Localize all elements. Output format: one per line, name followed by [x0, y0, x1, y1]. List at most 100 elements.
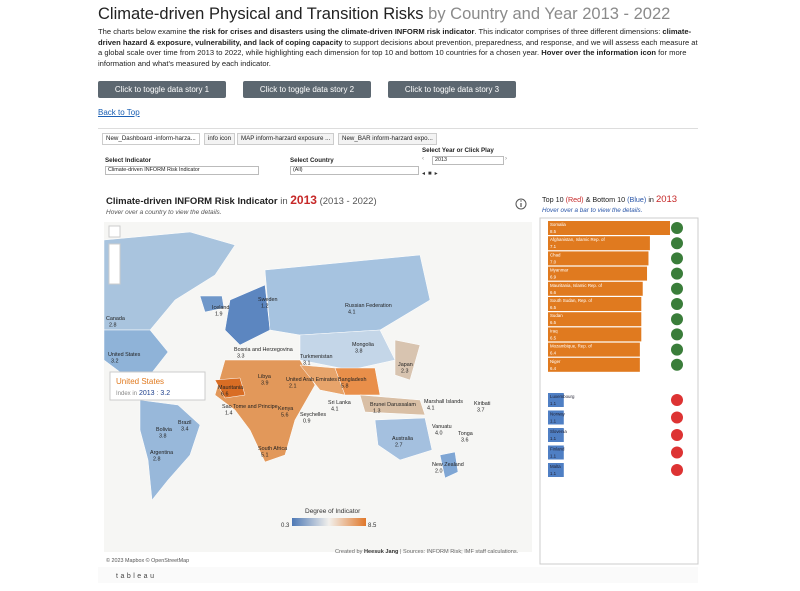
map-controls[interactable] [108, 225, 121, 285]
bar-value: 1.1 [550, 401, 557, 406]
country-value: 5.8 [341, 384, 349, 390]
bar[interactable] [548, 463, 564, 477]
flag [671, 394, 683, 406]
bar[interactable] [548, 281, 643, 296]
country-value: 3.8 [159, 434, 167, 440]
toggle-button[interactable]: Click to toggle data story 2 [243, 81, 371, 98]
country-name: New Zealand [432, 462, 464, 468]
play-controls[interactable]: ◂■▸ [422, 171, 441, 177]
tooltip-detail-part: Index in [116, 391, 137, 397]
back-link[interactable]: Back to Top [98, 108, 140, 117]
country-name: Kenya [278, 406, 293, 412]
tab[interactable]: New_Dashboard -inform-harza... [102, 133, 200, 145]
country-name: Bosnia and Herzegovina [234, 347, 293, 353]
bar[interactable] [548, 357, 640, 372]
bar[interactable] [548, 297, 642, 311]
intro-text: to support decisions about prevention, p… [98, 37, 698, 58]
country-name: Iceland [212, 305, 229, 311]
country-name: Mauritania [218, 385, 243, 391]
tab[interactable]: New_BAR inform-harzard expo... [338, 133, 437, 145]
country-name: Sri Lanka [328, 400, 351, 406]
bar-value: 6.5 [550, 305, 557, 310]
legend-min: 0.3 [281, 523, 290, 529]
toggle-button[interactable]: Click to toggle data story 3 [388, 81, 516, 98]
bar-name: Niger [550, 359, 561, 364]
country-name: Bolivia [156, 427, 172, 433]
bar-name: South Sudan, Rep. of [550, 298, 593, 303]
bar[interactable] [548, 428, 564, 442]
dropdown[interactable]: (All) [290, 166, 419, 175]
bar[interactable] [548, 327, 642, 342]
credit-part: Heesuk Jang [364, 549, 399, 555]
bar[interactable] [548, 410, 564, 425]
tab[interactable]: info icon [204, 133, 236, 145]
country-name: United Arab Emirates [286, 377, 337, 383]
bar-value: 8.5 [550, 229, 557, 234]
title: Climate-driven Physical and Transition R… [98, 5, 424, 23]
bar-value: 6.6 [550, 290, 557, 295]
tooltip-country: United States [116, 377, 164, 386]
bar-value: 6.4 [550, 351, 557, 356]
bar-title: Top 10 (Red) & Bottom 10 (Blue) in 2013 [542, 194, 677, 205]
next-button[interactable]: › [505, 156, 507, 162]
bar-title-part: 2013 [656, 194, 677, 205]
bar-value: 1.1 [550, 419, 557, 424]
flag [671, 313, 683, 326]
country-name: Sweden [258, 297, 277, 303]
bar[interactable] [548, 236, 650, 251]
intro-text: . This indicator comprises of three diff… [474, 27, 663, 36]
bar-name: Afghanistan, Islamic Rep. of [550, 237, 605, 242]
country-name: Bangladesh [338, 377, 366, 383]
country-name: Kiribati [474, 401, 490, 407]
country-value: 3.4 [181, 427, 189, 433]
country-value: 1.4 [225, 411, 233, 417]
flag [671, 343, 683, 356]
bar-name: Norway [550, 412, 566, 417]
prev-button[interactable]: ‹ [422, 156, 424, 162]
map-title-part: in [280, 196, 287, 207]
filter-label: Select Year or Click Play [422, 147, 494, 154]
bar-name: Luxembourg [550, 394, 575, 399]
bar-value: 6.4 [550, 366, 557, 371]
bar-name: Iraq [550, 328, 558, 333]
country-name: Mongolia [352, 342, 374, 348]
country-name: Brunei Darussalam [370, 402, 416, 408]
bar[interactable] [548, 393, 564, 407]
bar-title-part: (Red) [566, 195, 584, 204]
tooltip-detail-part: 3.2 [160, 390, 170, 397]
country-value: 5.1 [261, 453, 269, 459]
country-value: 1.3 [373, 409, 381, 415]
dropdown[interactable]: Climate-driven INFORM Risk Indicator [105, 166, 259, 175]
country-name: Japan [398, 362, 413, 368]
legend-title: Degree of Indicator [305, 508, 361, 515]
bar[interactable] [548, 312, 642, 327]
year-dropdown[interactable]: 2013 [432, 156, 504, 165]
country-value: 2.8 [109, 323, 117, 329]
tab[interactable]: MAP inform-harzard exposure ... [237, 133, 335, 145]
country-value: 4.1 [331, 407, 339, 413]
tooltip-box [109, 371, 206, 401]
bar[interactable] [548, 266, 648, 281]
country-value: 5.6 [281, 413, 289, 419]
intro: The charts below examine the risk for cr… [98, 27, 698, 69]
country-name: Turkmenistan [300, 354, 332, 360]
toggle-button[interactable]: Click to toggle data story 1 [98, 81, 226, 98]
country-name: Argentina [150, 450, 173, 456]
bar[interactable] [548, 251, 649, 266]
info-icon[interactable] [515, 198, 527, 210]
country-value: 4.1 [427, 406, 435, 412]
bar-name: Mozambique, Rep. of [550, 344, 593, 349]
bar-name: Finland [550, 447, 565, 452]
country-value: 1.2 [261, 304, 269, 310]
bar-name: Chad [550, 252, 561, 257]
bar[interactable] [548, 221, 670, 235]
flag [671, 237, 683, 250]
bar[interactable] [548, 445, 564, 460]
bar[interactable] [548, 342, 640, 357]
flag [671, 298, 683, 310]
country-name: Marshall Islands [424, 399, 463, 405]
country-name: Brazil [178, 420, 191, 426]
attribution: © 2023 Mapbox © OpenStreetMap [106, 557, 189, 564]
country-value: 6.6 [221, 392, 229, 398]
